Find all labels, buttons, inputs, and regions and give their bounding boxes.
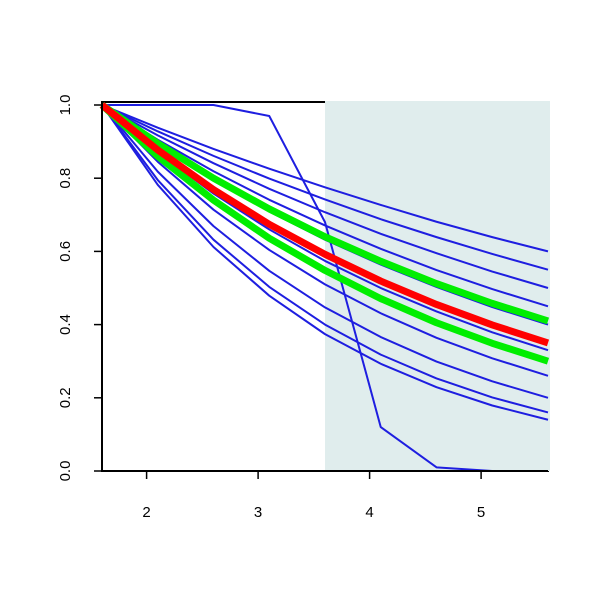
- series-line: [101, 104, 549, 377]
- series-line: [99, 102, 550, 365]
- x-tick-label: 4: [365, 504, 373, 521]
- x-tick-label: 3: [254, 504, 262, 521]
- y-tick-label: 0.8: [57, 168, 74, 189]
- series-line: [100, 102, 550, 325]
- series-line: [101, 104, 549, 414]
- series-line: [101, 104, 549, 289]
- x-tick-label: 5: [477, 504, 485, 521]
- series-line: [101, 104, 549, 421]
- series-line: [102, 104, 548, 472]
- y-tick-label: 0.2: [57, 387, 74, 408]
- y-tick-label: 0.4: [57, 314, 74, 335]
- series-line: [101, 104, 549, 253]
- series-line: [101, 104, 549, 399]
- series-line: [99, 102, 550, 347]
- x-tick-label: 2: [142, 504, 150, 521]
- y-tick-label: 0.6: [57, 241, 74, 262]
- y-tick-label: 1.0: [57, 95, 74, 116]
- series-line: [101, 104, 549, 271]
- y-tick-label: 0.0: [57, 461, 74, 482]
